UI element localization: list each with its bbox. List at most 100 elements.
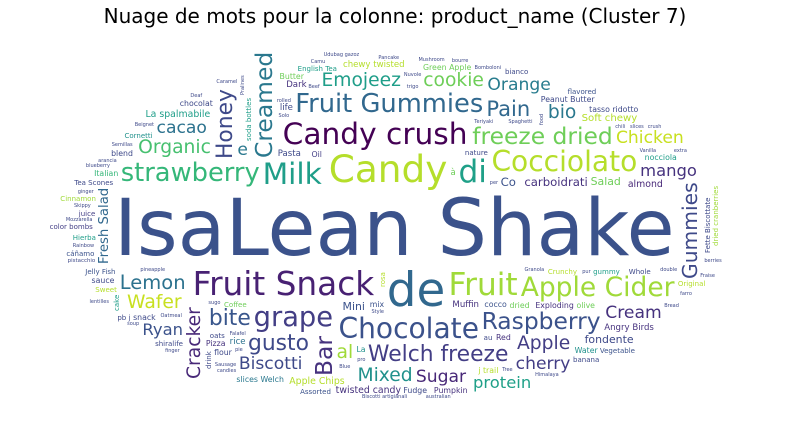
word-cloud-word: ginger xyxy=(77,188,94,195)
word-cloud-word: Cinnamon xyxy=(60,194,96,204)
word-cloud-word: Beignet xyxy=(134,122,154,129)
word-cloud-word: snack xyxy=(133,312,156,322)
word-cloud-word: Rainbow xyxy=(72,242,95,249)
word-cloud-word: pro xyxy=(357,356,366,363)
word-cloud-word: nature xyxy=(464,148,488,158)
word-cloud-word: Exploding xyxy=(535,300,574,310)
word-cloud-word: pb j xyxy=(117,312,131,322)
chart-title: Nuage de mots pour la colonne: product_n… xyxy=(103,4,687,28)
word-cloud-word: pur xyxy=(582,268,591,275)
word-cloud-word: soda bottles xyxy=(244,97,254,141)
word-cloud-word: Italian xyxy=(94,168,119,178)
word-cloud-word: Whole xyxy=(628,266,651,276)
word-cloud-word: Organic xyxy=(138,137,211,159)
word-cloud-word: Granola xyxy=(524,267,545,274)
word-cloud-word: Oatmeal xyxy=(160,312,182,319)
word-cloud-word: australian xyxy=(425,394,451,401)
word-cloud-word: Sausage xyxy=(214,361,237,368)
word-cloud-word: shiralife xyxy=(155,338,183,348)
word-cloud-word: cáñamo xyxy=(66,249,95,259)
word-cloud-word: pie xyxy=(235,347,243,354)
word-cloud-word: Bread xyxy=(664,302,679,309)
word-cloud-word: de xyxy=(386,263,446,318)
word-cloud-word: trigo xyxy=(406,83,419,90)
word-cloud-word: mango xyxy=(640,160,697,180)
word-cloud-word: Blue xyxy=(339,364,351,371)
word-cloud-word: nocciola xyxy=(644,153,677,163)
word-cloud-word: slices xyxy=(629,123,644,130)
word-cloud-word: carboidrati xyxy=(524,175,588,190)
word-cloud-word: Cracker xyxy=(183,307,205,380)
word-cloud-word: au xyxy=(483,332,493,342)
word-cloud-word: Biscotti artigianali xyxy=(361,394,408,401)
word-cloud-word: j trail xyxy=(478,365,499,375)
word-cloud-word: Honey xyxy=(213,89,239,159)
word-cloud-word: Sweet xyxy=(95,284,117,294)
word-cloud-word: sauce xyxy=(91,276,115,286)
word-cloud-word: di xyxy=(458,153,487,190)
word-cloud-word: Beef xyxy=(308,83,320,90)
word-cloud-word: chewy twisted xyxy=(342,60,405,71)
word-cloud-word: Coffee xyxy=(224,299,247,309)
word-cloud-word: Cream xyxy=(605,303,662,324)
word-cloud-word: chili xyxy=(615,123,626,130)
word-cloud-word: Semillas xyxy=(111,142,133,149)
word-cloud-word: al xyxy=(336,341,354,363)
word-cloud-word: oats xyxy=(209,331,225,341)
word-cloud-word: Deaf xyxy=(190,92,203,99)
word-cloud-word: Candy xyxy=(328,147,448,192)
word-cloud-word: Mixed xyxy=(357,364,413,386)
word-cloud-word: cacao xyxy=(156,118,207,139)
word-cloud-word: Orange xyxy=(487,75,551,96)
word-cloud-word: arancia xyxy=(98,157,117,164)
word-cloud-word: life xyxy=(279,103,293,114)
word-cloud-word: almond xyxy=(627,179,663,191)
word-cloud-word: Chocolate xyxy=(338,312,479,346)
word-cloud-word: Spaghetti xyxy=(508,118,533,125)
word-cloud-word: bite xyxy=(208,306,251,332)
word-cloud-word: strawberry xyxy=(120,157,260,188)
word-cloud-word: color bombs xyxy=(49,222,93,232)
word-cloud-word: Pralines xyxy=(240,75,247,95)
word-cloud-word: Water xyxy=(574,346,598,356)
word-cloud-word: Fette Biscottate xyxy=(702,197,712,254)
word-cloud: IsaLean Shake de Candy Fruit Snack Fruit di Ca… xyxy=(8,35,783,422)
word-cloud-word: Pancake xyxy=(378,54,400,61)
word-cloud-word: protein xyxy=(473,372,532,392)
word-cloud-word: bianco xyxy=(504,67,529,77)
word-cloud-word: Gummies xyxy=(677,182,702,280)
word-cloud-word: Fruit xyxy=(448,267,518,304)
word-cloud-word: Raspberry xyxy=(481,307,601,336)
word-cloud-word: bourre xyxy=(451,58,469,64)
word-cloud-word: extra xyxy=(673,148,687,155)
word-cloud-word: food xyxy=(539,113,546,125)
word-cloud-word: Angry Birds xyxy=(604,322,654,333)
word-cloud-word: Pasta xyxy=(277,148,301,159)
word-cloud-word: Teriyaki xyxy=(474,118,494,125)
word-cloud-word: chocolat xyxy=(179,98,213,108)
word-cloud-word: rice xyxy=(229,336,246,347)
word-cloud-word: flavored xyxy=(567,87,597,97)
word-cloud-word: Emojeez xyxy=(321,69,401,91)
word-cloud-word: berries xyxy=(704,258,722,265)
word-cloud-word: Muffin xyxy=(452,300,479,311)
word-cloud-word: Pizza xyxy=(205,339,226,349)
word-cloud-word: Mozzarella xyxy=(65,216,93,223)
word-cloud-word: Biscotti xyxy=(238,353,303,374)
word-cloud-word: Salad xyxy=(590,174,621,188)
word-cloud-word: Fudge xyxy=(403,385,428,395)
word-cloud-word: Falafel xyxy=(229,330,246,337)
word-cloud-word: flour xyxy=(214,348,232,358)
word-cloud-word: Peanut Butter xyxy=(540,94,595,104)
word-cloud-word: candies xyxy=(216,367,237,374)
word-cloud-word: Vanilla xyxy=(639,148,657,155)
word-cloud-word: freeze dried xyxy=(472,121,613,150)
word-cloud-word: slices Welch xyxy=(236,375,284,385)
word-cloud-word: Camu xyxy=(310,58,326,65)
word-cloud-word: cocco xyxy=(484,300,507,310)
word-cloud-word: e xyxy=(237,140,248,161)
word-cloud-word: Fresh Salad xyxy=(97,188,113,265)
word-cloud-word: Candy crush xyxy=(282,116,468,152)
word-cloud-word: lentilles xyxy=(89,299,109,306)
word-cloud-word: Cornetti xyxy=(124,130,153,140)
